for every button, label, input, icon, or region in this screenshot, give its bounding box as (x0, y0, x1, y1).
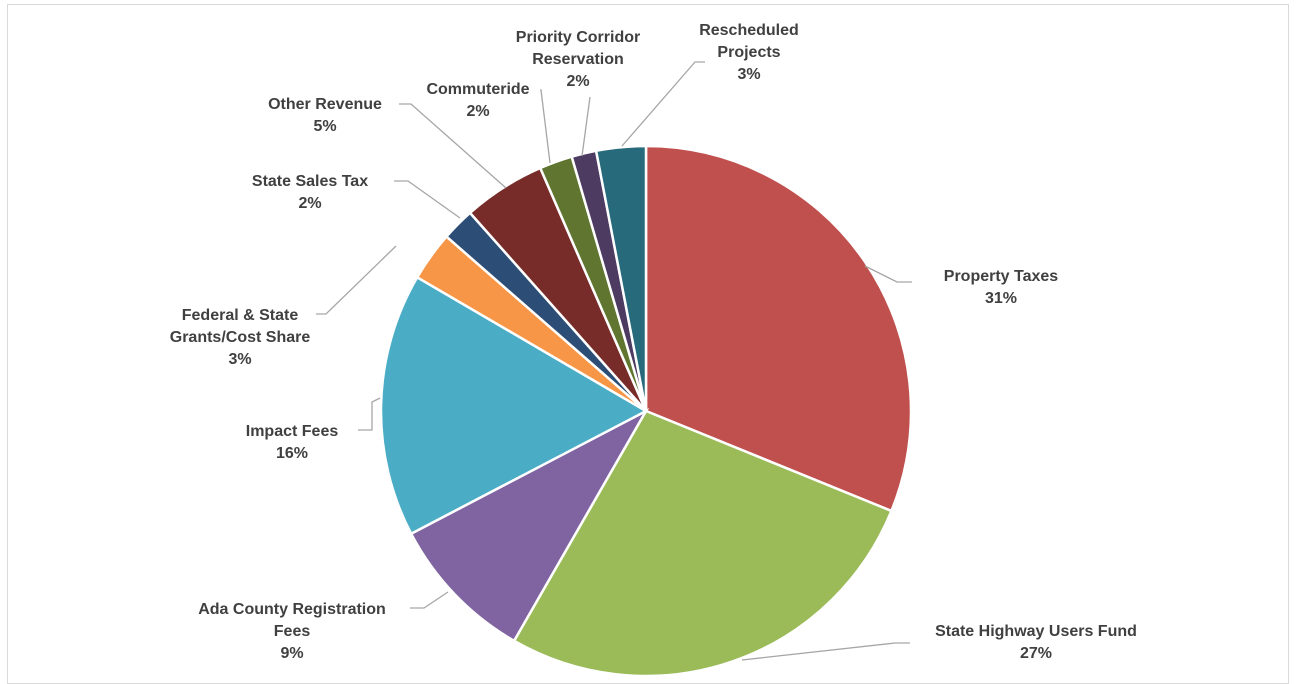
data-label: State Sales Tax 2% (252, 173, 368, 212)
data-label-value: 2% (298, 195, 321, 212)
data-label: Property Taxes 31% (944, 268, 1059, 307)
data-labels: Property Taxes 31% State Highway Users Fun… (170, 22, 1137, 662)
data-label: Federal & State Grants/Cost Share 3% (170, 307, 311, 368)
leader-lines (316, 61, 912, 661)
data-label-name: Fees (274, 623, 311, 640)
data-label-value: 16% (276, 445, 308, 462)
leader-line (540, 89, 551, 164)
data-label-name: State Highway Users Fund (935, 623, 1137, 640)
data-label: Ada County Registration Fees 9% (198, 601, 386, 662)
data-label-value: 27% (1020, 645, 1052, 662)
pie-slice-rescheduled-projects (594, 144, 648, 412)
leader-line (864, 265, 912, 283)
data-label-value: 3% (228, 351, 251, 368)
leader-line (410, 591, 449, 609)
leader-line (316, 245, 397, 315)
data-label-name: Property Taxes (944, 268, 1059, 285)
leader-line (741, 642, 910, 661)
pie-slice-impact-fees (379, 275, 649, 536)
data-label-value: 2% (466, 103, 489, 120)
leader-line (358, 397, 381, 431)
data-label-name: Other Revenue (268, 96, 382, 113)
data-label: Other Revenue 5% (268, 96, 382, 135)
data-label: Priority Corridor Reservation 2% (516, 29, 640, 90)
data-label-name: Projects (717, 44, 780, 61)
data-label-name: Impact Fees (246, 423, 339, 440)
data-label-name: State Sales Tax (252, 173, 368, 190)
data-label-name: Federal & State (182, 307, 299, 324)
data-label-name: Rescheduled (699, 22, 799, 39)
leader-line (394, 180, 461, 219)
leader-line (399, 103, 507, 189)
data-label: Commuteride 2% (426, 81, 529, 120)
leader-line (581, 96, 591, 157)
data-label-name: Commuteride (426, 81, 529, 98)
data-label: State Highway Users Fund 27% (935, 623, 1137, 662)
pie-slice-ada-county-registration-fees (409, 407, 650, 643)
pie-slices (379, 144, 913, 678)
data-label-value: 9% (280, 645, 303, 662)
data-label: Rescheduled Projects 3% (699, 22, 799, 83)
pie-slice-property-taxes (644, 144, 913, 513)
data-label-value: 5% (313, 118, 336, 135)
data-label-value: 3% (737, 66, 760, 83)
data-label-value: 31% (985, 290, 1017, 307)
leader-line (621, 61, 705, 147)
data-label-name: Priority Corridor (516, 29, 640, 46)
data-label: Impact Fees 16% (246, 423, 339, 462)
data-label-name: Grants/Cost Share (170, 329, 311, 346)
data-label-name: Ada County Registration (198, 601, 386, 618)
data-label-name: Reservation (532, 51, 624, 68)
data-label-value: 2% (566, 73, 589, 90)
